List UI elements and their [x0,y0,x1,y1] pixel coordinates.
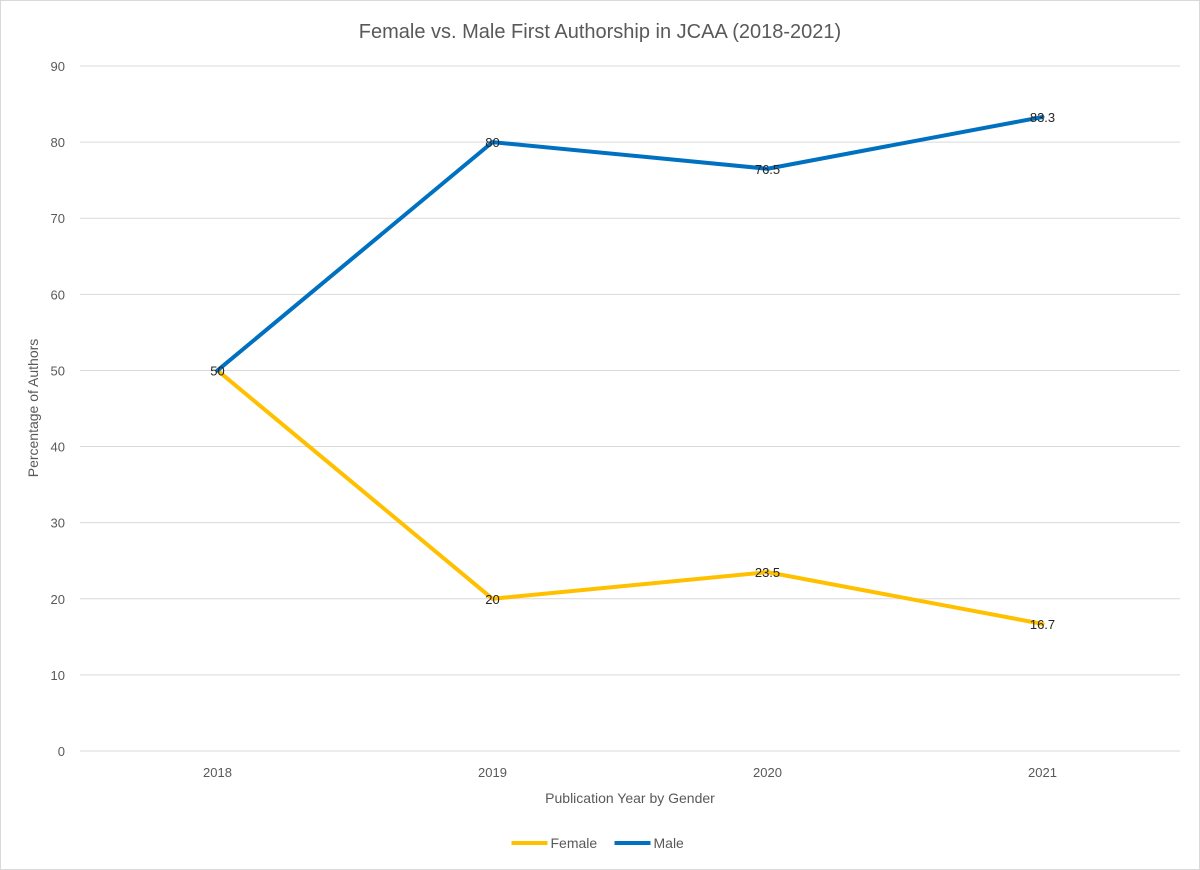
y-tick-label: 10 [51,668,65,683]
x-tick-label: 2021 [1028,765,1057,780]
x-tick-label: 2019 [478,765,507,780]
data-label-male: 76.5 [755,162,780,177]
x-axis-ticks: 2018 2019 2020 2021 [203,765,1057,780]
y-tick-label: 60 [51,287,65,302]
series-lines [215,114,1045,626]
gridlines [80,65,1180,752]
chart-title: Female vs. Male First Authorship in JCAA… [359,21,841,43]
x-tick-label: 2018 [203,765,232,780]
data-label-male: 50 [210,363,224,378]
y-tick-label: 0 [58,744,65,759]
y-tick-label: 80 [51,135,65,150]
legend-label-male: Male [654,835,685,851]
data-label-male: 83.3 [1030,110,1055,125]
data-labels: 20 23.5 16.7 50 80 76.5 83.3 [210,110,1055,632]
y-tick-label: 30 [51,516,65,531]
y-axis-ticks: 0 10 20 30 40 50 60 70 80 90 [51,59,65,759]
y-axis-title: Percentage of Authors [25,339,41,478]
data-label-female: 20 [485,592,499,607]
y-tick-label: 90 [51,59,65,74]
legend-label-female: Female [551,835,598,851]
series-line-male [215,114,1045,373]
y-tick-label: 50 [51,363,65,378]
y-tick-label: 70 [51,211,65,226]
y-tick-label: 40 [51,440,65,455]
series-line-female [215,368,1045,626]
data-label-female: 23.5 [755,565,780,580]
data-label-male: 80 [485,135,499,150]
data-label-female: 16.7 [1030,617,1055,632]
x-tick-label: 2020 [753,765,782,780]
y-tick-label: 20 [51,592,65,607]
x-axis-title: Publication Year by Gender [545,790,715,806]
legend: Female Male [511,835,685,851]
